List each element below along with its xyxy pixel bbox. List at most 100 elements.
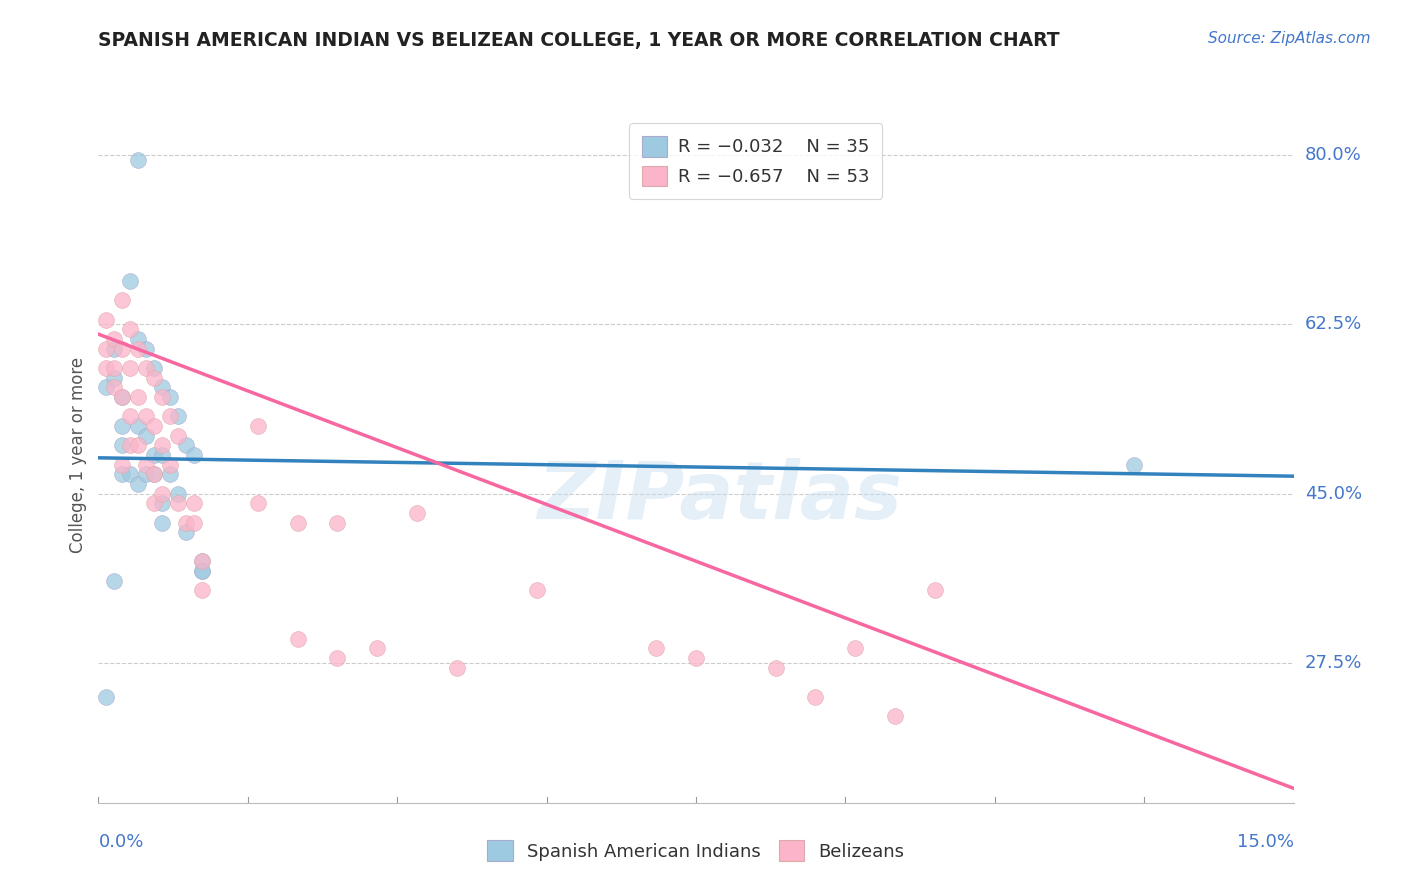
- Point: [406, 506, 429, 520]
- Point: [143, 361, 166, 376]
- Point: [150, 496, 173, 510]
- Point: [120, 274, 142, 288]
- Point: [135, 342, 157, 356]
- Point: [111, 390, 134, 404]
- Point: [143, 496, 166, 510]
- Point: [96, 312, 118, 326]
- Point: [167, 486, 190, 500]
- Point: [96, 361, 118, 376]
- Point: [150, 516, 173, 530]
- Point: [143, 419, 166, 434]
- Point: [111, 390, 134, 404]
- Point: [191, 583, 214, 598]
- Point: [159, 467, 181, 482]
- Point: [924, 583, 946, 598]
- Text: ZIPatlas: ZIPatlas: [537, 458, 903, 536]
- Point: [685, 651, 707, 665]
- Point: [191, 554, 214, 568]
- Point: [150, 438, 173, 452]
- Point: [127, 153, 149, 168]
- Point: [366, 641, 388, 656]
- Point: [103, 574, 125, 588]
- Point: [135, 409, 157, 424]
- Point: [143, 448, 166, 462]
- Point: [183, 448, 205, 462]
- Point: [111, 419, 134, 434]
- Point: [103, 370, 125, 384]
- Point: [167, 496, 190, 510]
- Point: [159, 390, 181, 404]
- Point: [120, 438, 142, 452]
- Point: [127, 332, 149, 346]
- Point: [120, 361, 142, 376]
- Point: [127, 390, 149, 404]
- Point: [127, 438, 149, 452]
- Point: [159, 458, 181, 472]
- Point: [1123, 458, 1146, 472]
- Point: [143, 467, 166, 482]
- Point: [111, 458, 134, 472]
- Point: [135, 428, 157, 442]
- Text: 45.0%: 45.0%: [1305, 484, 1362, 502]
- Text: 0.0%: 0.0%: [98, 833, 143, 851]
- Point: [135, 361, 157, 376]
- Point: [103, 332, 125, 346]
- Point: [143, 467, 166, 482]
- Y-axis label: College, 1 year or more: College, 1 year or more: [69, 357, 87, 553]
- Point: [150, 486, 173, 500]
- Point: [191, 564, 214, 578]
- Text: 27.5%: 27.5%: [1305, 654, 1362, 672]
- Point: [174, 438, 197, 452]
- Point: [96, 380, 118, 394]
- Point: [111, 293, 134, 308]
- Point: [174, 516, 197, 530]
- Point: [246, 419, 269, 434]
- Point: [183, 496, 205, 510]
- Point: [884, 708, 907, 723]
- Point: [103, 380, 125, 394]
- Point: [96, 342, 118, 356]
- Text: 15.0%: 15.0%: [1236, 833, 1294, 851]
- Point: [645, 641, 668, 656]
- Point: [174, 525, 197, 540]
- Point: [103, 361, 125, 376]
- Point: [765, 660, 787, 674]
- Point: [96, 690, 118, 704]
- Point: [103, 342, 125, 356]
- Text: 62.5%: 62.5%: [1305, 316, 1362, 334]
- Point: [143, 370, 166, 384]
- Text: SPANISH AMERICAN INDIAN VS BELIZEAN COLLEGE, 1 YEAR OR MORE CORRELATION CHART: SPANISH AMERICAN INDIAN VS BELIZEAN COLL…: [98, 31, 1060, 50]
- Point: [127, 476, 149, 491]
- Point: [150, 448, 173, 462]
- Point: [183, 516, 205, 530]
- Point: [120, 409, 142, 424]
- Point: [111, 467, 134, 482]
- Point: [167, 428, 190, 442]
- Text: 80.0%: 80.0%: [1305, 146, 1361, 164]
- Point: [446, 660, 468, 674]
- Point: [287, 516, 309, 530]
- Point: [111, 438, 134, 452]
- Point: [326, 516, 349, 530]
- Point: [804, 690, 827, 704]
- Point: [135, 458, 157, 472]
- Point: [127, 419, 149, 434]
- Point: [150, 380, 173, 394]
- Point: [191, 554, 214, 568]
- Text: Source: ZipAtlas.com: Source: ZipAtlas.com: [1208, 31, 1371, 46]
- Point: [111, 342, 134, 356]
- Point: [167, 409, 190, 424]
- Point: [120, 467, 142, 482]
- Legend: Spanish American Indians, Belizeans: Spanish American Indians, Belizeans: [478, 831, 914, 871]
- Point: [246, 496, 269, 510]
- Point: [127, 342, 149, 356]
- Point: [287, 632, 309, 646]
- Point: [191, 564, 214, 578]
- Point: [526, 583, 548, 598]
- Point: [326, 651, 349, 665]
- Point: [844, 641, 866, 656]
- Point: [135, 467, 157, 482]
- Point: [159, 409, 181, 424]
- Point: [120, 322, 142, 336]
- Point: [150, 390, 173, 404]
